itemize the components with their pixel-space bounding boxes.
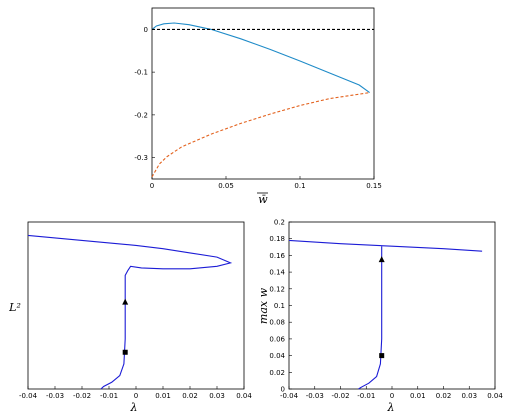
bottom-right-chart: -0.04 -0.03 -0.02 -0.01 0 0.01 0.02 0.03 0.04 0 0.… bbox=[257, 219, 503, 415]
top-chart: 0 0.05 0.1 0.15 0 -0.1 -0.2 -0.3 w̄ bbox=[134, 7, 382, 206]
series-line-0 bbox=[151, 22, 370, 94]
top-chart-ticks: 0 0.05 0.1 0.15 0 -0.1 -0.2 -0.3 bbox=[134, 26, 381, 190]
bottom-right-chart-series bbox=[288, 239, 483, 390]
x-tick-label: 0.01 bbox=[410, 392, 426, 400]
series-line-0 bbox=[27, 234, 233, 390]
bottom-right-chart-ylabel: max w bbox=[257, 287, 270, 324]
y-tick-label: 0.14 bbox=[269, 269, 285, 277]
x-tick-label: 0.04 bbox=[236, 392, 252, 400]
bottom-right-chart-xlabel: λ bbox=[387, 401, 395, 414]
y-tick-label: 0.08 bbox=[269, 319, 285, 327]
x-tick-label: -0.01 bbox=[100, 392, 118, 400]
square-marker bbox=[122, 349, 128, 355]
triangle-marker bbox=[122, 298, 129, 305]
y-tick-label: 0.02 bbox=[269, 369, 285, 377]
y-tick-label: 0.06 bbox=[269, 335, 285, 343]
y-tick-label: -0.3 bbox=[134, 154, 148, 162]
top-chart-series bbox=[151, 22, 374, 178]
x-tick-label: -0.04 bbox=[280, 392, 299, 400]
y-tick-label: 0.18 bbox=[269, 235, 285, 243]
series-line-1 bbox=[151, 92, 370, 178]
bottom-left-chart-ylabel: L² bbox=[8, 301, 21, 314]
x-tick-label: -0.03 bbox=[46, 392, 64, 400]
x-tick-label: 0.15 bbox=[366, 182, 382, 190]
x-tick-label: -0.04 bbox=[19, 392, 38, 400]
x-tick-label: 0 bbox=[150, 182, 154, 190]
x-tick-label: -0.03 bbox=[306, 392, 324, 400]
x-tick-label: 0.1 bbox=[294, 182, 305, 190]
bottom-left-chart: -0.04 -0.03 -0.02 -0.01 0 0.01 0.02 0.03 0.04 λ … bbox=[8, 221, 252, 414]
x-tick-label: -0.02 bbox=[73, 392, 91, 400]
bottom-left-chart-series bbox=[27, 234, 233, 390]
y-tick-label: 0.12 bbox=[269, 285, 285, 293]
bottom-left-chart-ticks: -0.04 -0.03 -0.02 -0.01 0 0.01 0.02 0.03 0.04 bbox=[19, 386, 252, 400]
y-tick-label: 0 bbox=[144, 26, 148, 34]
y-tick-label: 0 bbox=[281, 386, 285, 394]
x-tick-label: 0.01 bbox=[155, 392, 171, 400]
x-tick-label: 0 bbox=[390, 392, 394, 400]
series-line-1 bbox=[358, 246, 383, 390]
x-tick-label: 0.05 bbox=[218, 182, 234, 190]
x-tick-label: 0.03 bbox=[209, 392, 225, 400]
x-tick-label: -0.01 bbox=[357, 392, 375, 400]
bottom-right-chart-frame bbox=[288, 221, 496, 390]
x-tick-label: 0.02 bbox=[182, 392, 198, 400]
top-chart-xlabel: w̄ bbox=[258, 193, 268, 206]
bottom-left-chart-frame bbox=[27, 221, 245, 390]
triangle-marker bbox=[378, 256, 385, 263]
x-tick-label: 0.03 bbox=[461, 392, 477, 400]
x-tick-label: 0 bbox=[134, 392, 138, 400]
y-tick-label: -0.2 bbox=[134, 111, 148, 119]
bottom-right-chart-ticks: -0.04 -0.03 -0.02 -0.01 0 0.01 0.02 0.03 0.04 0 0.… bbox=[269, 219, 503, 401]
bottom-left-chart-xlabel: λ bbox=[130, 401, 138, 414]
x-tick-label: 0.02 bbox=[436, 392, 452, 400]
series-line-0 bbox=[288, 239, 483, 252]
y-tick-label: 0.1 bbox=[274, 302, 285, 310]
y-tick-label: 0.04 bbox=[269, 352, 285, 360]
top-chart-frame bbox=[151, 7, 375, 180]
y-tick-label: -0.1 bbox=[134, 69, 148, 77]
y-tick-label: 0.2 bbox=[274, 219, 285, 227]
y-tick-label: 0.16 bbox=[269, 252, 285, 260]
x-tick-label: -0.02 bbox=[331, 392, 349, 400]
square-marker bbox=[379, 353, 385, 359]
x-tick-label: 0.04 bbox=[487, 392, 503, 400]
